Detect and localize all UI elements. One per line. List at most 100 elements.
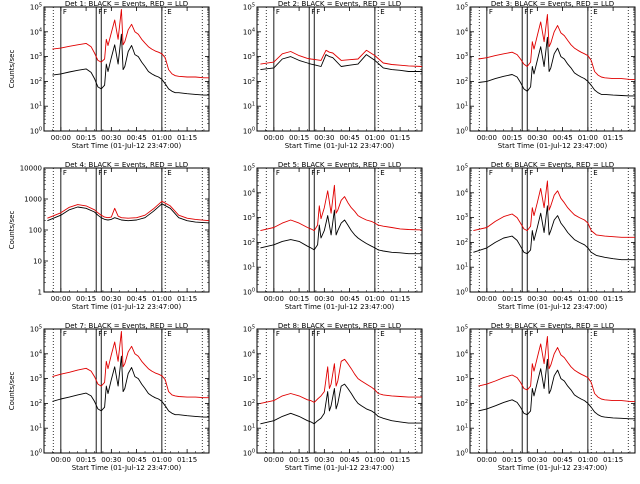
events-series-line [52, 33, 209, 96]
x-axis-label: Start Time (01-Jul-12 23:47:00) [285, 464, 395, 472]
x-tick-label: 00:15 [76, 456, 96, 464]
y-tick-label: 103 [243, 374, 255, 383]
x-tick-label: 00:30 [101, 134, 121, 142]
x-tick-label: 00:45 [127, 134, 147, 142]
interval-marker-label: F [529, 169, 533, 177]
y-tick-label: 103 [243, 52, 255, 61]
y-tick-label: 105 [243, 325, 255, 334]
y-tick-label: 100 [456, 288, 468, 297]
y-tick-label: 104 [30, 27, 42, 36]
interval-marker-label: F [316, 8, 320, 16]
x-tick-label: 00:30 [527, 295, 547, 303]
interval-marker-label: F [311, 330, 315, 338]
interval-marker-label: F [524, 8, 528, 16]
det-panel-5: Det 5: BLACK = Events, RED = LLD 100 101 10… [243, 161, 423, 311]
plot-frame [43, 167, 210, 293]
x-tick-label: 00:00 [477, 134, 497, 142]
y-tick-label: 104 [456, 349, 468, 358]
interval-marker-label: F [529, 8, 533, 16]
y-tick-label: 103 [30, 374, 42, 383]
plot-frame [43, 6, 210, 132]
panel-title: Det 1: BLACK = Events, RED = LLD [65, 0, 188, 8]
x-tick-label: 00:45 [127, 295, 147, 303]
x-tick-label: 00:15 [502, 456, 522, 464]
y-tick-label: 102 [243, 399, 255, 408]
y-tick-label: 1 [38, 289, 42, 297]
interval-marker-label: F [276, 330, 280, 338]
x-tick-label: 01:15 [603, 456, 623, 464]
plot-frame [256, 328, 423, 454]
y-tick-label: 105 [243, 3, 255, 12]
interval-marker-label: F [276, 169, 280, 177]
y-tick-label: 101 [243, 102, 255, 111]
y-tick-label: 104 [243, 27, 255, 36]
x-tick-label: 00:00 [477, 456, 497, 464]
x-tick-label: 00:30 [314, 456, 334, 464]
lld-series-line [47, 200, 210, 222]
y-tick-label: 102 [456, 399, 468, 408]
x-tick-label: 01:00 [152, 295, 172, 303]
lld-series-line [260, 49, 423, 67]
panel-title: Det 9: BLACK = Events, RED = LLD [491, 322, 614, 330]
y-tick-label: 101 [243, 263, 255, 272]
y-tick-label: 100 [243, 288, 255, 297]
x-tick-label: 00:30 [101, 456, 121, 464]
y-tick-label: 101 [456, 263, 468, 272]
y-tick-label: 100 [456, 449, 468, 458]
y-tick-label: 103 [456, 213, 468, 222]
interval-marker-label: F [489, 169, 493, 177]
x-tick-label: 00:00 [264, 134, 284, 142]
y-tick-label: 100 [456, 127, 468, 136]
interval-marker-label: E [167, 169, 171, 177]
x-axis-label: Start Time (01-Jul-12 23:47:00) [72, 303, 182, 311]
interval-marker-label: F [316, 169, 320, 177]
x-tick-label: 00:45 [340, 456, 360, 464]
y-tick-label: 101 [30, 102, 42, 111]
events-series-line [260, 209, 422, 255]
y-tick-label: 100 [243, 127, 255, 136]
y-tick-label: 105 [243, 164, 255, 173]
x-tick-label: 01:15 [603, 134, 623, 142]
x-tick-label: 00:45 [340, 134, 360, 142]
panel-title: Det 6: BLACK = Events, RED = LLD [491, 161, 614, 169]
y-tick-label: 104 [243, 349, 255, 358]
y-tick-label: 103 [456, 374, 468, 383]
y-tick-label: 103 [30, 52, 42, 61]
lld-series-line [260, 358, 422, 404]
x-tick-label: 00:45 [340, 295, 360, 303]
y-axis-label: Counts/sec [8, 50, 16, 89]
x-tick-label: 00:30 [314, 134, 334, 142]
panel-title: Det 3: BLACK = Events, RED = LLD [491, 0, 614, 8]
interval-marker-label: F [489, 330, 493, 338]
x-tick-label: 00:15 [502, 295, 522, 303]
interval-marker-label: F [98, 169, 102, 177]
x-tick-label: 01:15 [390, 295, 410, 303]
interval-marker-label: E [380, 8, 384, 16]
plot-frame [256, 167, 423, 293]
interval-marker-label: F [98, 330, 102, 338]
panel-title: Det 2: BLACK = Events, RED = LLD [278, 0, 401, 8]
y-tick-label: 100 [29, 227, 42, 235]
interval-marker-label: E [380, 330, 384, 338]
panel-title: Det 8: BLACK = Events, RED = LLD [278, 322, 401, 330]
interval-marker-label: F [276, 8, 280, 16]
plot-frame [469, 6, 636, 132]
x-tick-label: 00:15 [76, 295, 96, 303]
y-tick-label: 101 [456, 424, 468, 433]
det-panel-9: Det 9: BLACK = Events, RED = LLD 100 101 10… [456, 322, 636, 472]
events-series-line [52, 355, 209, 418]
lld-series-line [260, 184, 423, 232]
events-series-line [478, 358, 635, 420]
x-tick-label: 00:15 [289, 456, 309, 464]
y-tick-label: 102 [243, 238, 255, 247]
lld-series-line [473, 180, 635, 238]
plot-frame [256, 6, 423, 132]
x-tick-label: 01:15 [390, 456, 410, 464]
x-tick-label: 01:15 [177, 295, 197, 303]
interval-marker-label: F [524, 169, 528, 177]
y-tick-label: 105 [456, 164, 468, 173]
events-series-line [260, 383, 422, 425]
lld-series-line [52, 330, 209, 399]
